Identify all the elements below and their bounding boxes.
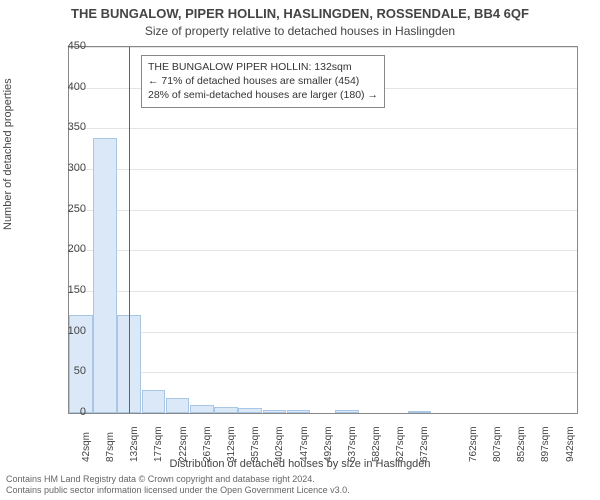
chart-title: THE BUNGALOW, PIPER HOLLIN, HASLINGDEN, … bbox=[0, 6, 600, 21]
reference-line bbox=[129, 47, 130, 413]
x-tick-label: 267sqm bbox=[202, 426, 213, 462]
x-tick-label: 942sqm bbox=[565, 426, 576, 462]
x-tick-label: 177sqm bbox=[153, 426, 164, 462]
gridline bbox=[69, 291, 577, 292]
x-tick-label: 852sqm bbox=[516, 426, 527, 462]
gridline bbox=[69, 128, 577, 129]
x-tick-label: 762sqm bbox=[468, 426, 479, 462]
annotation-line: 28% of semi-detached houses are larger (… bbox=[148, 88, 378, 102]
chart-subtitle: Size of property relative to detached ho… bbox=[0, 24, 600, 38]
x-tick-label: 132sqm bbox=[129, 426, 140, 462]
footer-line-2: Contains public sector information licen… bbox=[6, 485, 350, 496]
x-tick-label: 897sqm bbox=[540, 426, 551, 462]
gridline bbox=[69, 169, 577, 170]
x-axis-label: Distribution of detached houses by size … bbox=[0, 458, 600, 470]
gridline bbox=[69, 372, 577, 373]
footer-text: Contains HM Land Registry data © Crown c… bbox=[6, 474, 350, 496]
x-tick-label: 447sqm bbox=[299, 426, 310, 462]
y-tick-label: 200 bbox=[46, 243, 86, 255]
histogram-bar bbox=[238, 408, 262, 413]
x-tick-label: 582sqm bbox=[371, 426, 382, 462]
x-tick-label: 492sqm bbox=[323, 426, 334, 462]
plot-area: THE BUNGALOW PIPER HOLLIN: 132sqm← 71% o… bbox=[68, 46, 578, 414]
histogram-bar bbox=[335, 410, 359, 413]
histogram-bar bbox=[166, 398, 190, 413]
annotation-line: THE BUNGALOW PIPER HOLLIN: 132sqm bbox=[148, 60, 378, 74]
y-tick-label: 300 bbox=[46, 162, 86, 174]
x-tick-label: 312sqm bbox=[226, 426, 237, 462]
x-tick-label: 357sqm bbox=[250, 426, 261, 462]
y-axis-label: Number of detached properties bbox=[2, 78, 14, 230]
chart-container: THE BUNGALOW, PIPER HOLLIN, HASLINGDEN, … bbox=[0, 0, 600, 500]
x-tick-label: 222sqm bbox=[178, 426, 189, 462]
histogram-bar bbox=[287, 410, 311, 413]
gridline bbox=[69, 250, 577, 251]
y-tick-label: 400 bbox=[46, 81, 86, 93]
footer-line-1: Contains HM Land Registry data © Crown c… bbox=[6, 474, 350, 485]
y-tick-label: 250 bbox=[46, 203, 86, 215]
histogram-bar bbox=[142, 390, 166, 413]
x-tick-label: 672sqm bbox=[419, 426, 430, 462]
annotation-box: THE BUNGALOW PIPER HOLLIN: 132sqm← 71% o… bbox=[141, 55, 385, 108]
histogram-bar bbox=[263, 410, 287, 413]
y-tick-label: 350 bbox=[46, 121, 86, 133]
y-tick-label: 450 bbox=[46, 40, 86, 52]
histogram-bar bbox=[93, 138, 117, 413]
x-tick-label: 537sqm bbox=[347, 426, 358, 462]
histogram-bar bbox=[214, 407, 238, 414]
histogram-bar bbox=[190, 405, 214, 413]
y-tick-label: 50 bbox=[46, 365, 86, 377]
y-tick-label: 100 bbox=[46, 325, 86, 337]
gridline bbox=[69, 47, 577, 48]
y-tick-label: 150 bbox=[46, 284, 86, 296]
y-tick-label: 0 bbox=[46, 406, 86, 418]
gridline bbox=[69, 210, 577, 211]
x-tick-label: 627sqm bbox=[395, 426, 406, 462]
x-tick-label: 402sqm bbox=[274, 426, 285, 462]
gridline bbox=[69, 332, 577, 333]
histogram-bar bbox=[408, 411, 432, 413]
x-tick-label: 807sqm bbox=[492, 426, 503, 462]
annotation-line: ← 71% of detached houses are smaller (45… bbox=[148, 74, 378, 88]
